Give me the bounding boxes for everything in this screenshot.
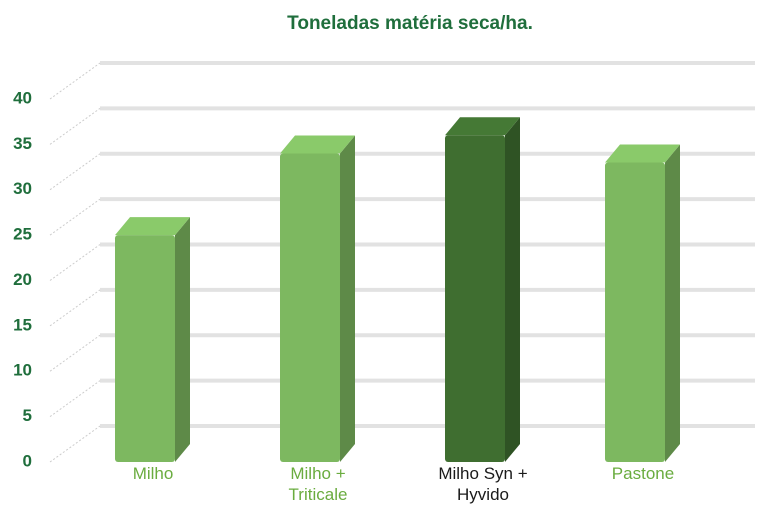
grid-diagonal <box>49 334 101 372</box>
grid-diagonal <box>49 62 101 100</box>
bar-side <box>175 217 190 462</box>
bar-top <box>280 135 355 154</box>
y-tick-label: 0 <box>23 451 32 470</box>
bar-top <box>445 117 520 136</box>
y-tick-label: 20 <box>13 270 32 289</box>
bar <box>605 162 665 462</box>
x-tick-label: Milho <box>132 464 174 483</box>
x-tick-label: Milho + Triticale <box>288 464 348 504</box>
bar-side <box>340 135 355 462</box>
grid-diagonal <box>49 425 101 463</box>
bar <box>280 153 340 462</box>
bar <box>445 135 505 463</box>
y-tick-label: 25 <box>13 225 32 244</box>
y-tick-label: 30 <box>13 179 32 198</box>
chart-title: Toneladas matéria seca/ha. <box>287 13 533 34</box>
bar-side <box>665 144 680 462</box>
grid-diagonal <box>49 153 101 191</box>
y-tick-label: 40 <box>13 88 32 107</box>
grid-diagonal <box>49 198 101 236</box>
bar <box>115 235 175 462</box>
y-tick-label: 5 <box>23 406 32 425</box>
grid-diagonal <box>49 244 101 281</box>
grid-diagonal <box>49 289 101 327</box>
y-tick-label: 15 <box>13 315 32 334</box>
bar-side <box>505 117 520 463</box>
grid-diagonal <box>49 107 101 145</box>
y-tick-label: 10 <box>13 361 32 380</box>
y-tick-label: 35 <box>13 134 32 153</box>
x-tick-label: Pastone <box>611 464 675 483</box>
x-tick-label: Milho Syn + Hyvido <box>438 464 528 504</box>
bar-top <box>605 144 680 163</box>
grid-diagonal <box>49 380 101 418</box>
bar-top <box>115 217 190 236</box>
